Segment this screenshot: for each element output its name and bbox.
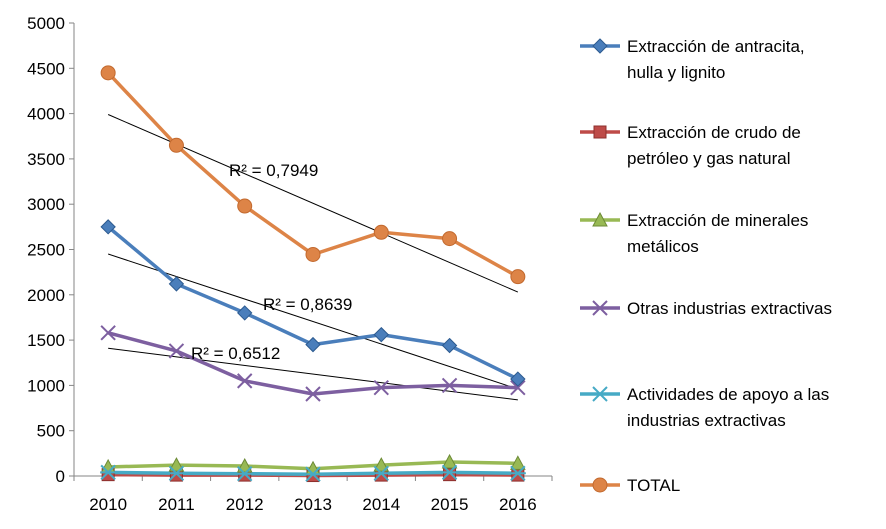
data-point xyxy=(511,468,525,482)
data-point xyxy=(373,326,389,343)
data-point xyxy=(168,276,185,292)
data-point xyxy=(442,231,458,247)
data-point xyxy=(237,305,253,321)
axes: 0 500 1000 1500 2000 2500 3000 3500 4000 4500 5000… xyxy=(27,14,553,514)
series-markers xyxy=(100,65,526,483)
trendline-labels: R² = 0,7949 R² = 0,8639 R² = 0,6512 xyxy=(191,161,352,363)
data-point xyxy=(373,379,389,396)
data-point xyxy=(510,371,526,387)
data-point xyxy=(441,337,458,354)
data-point xyxy=(236,466,253,482)
legend-label: metálicos xyxy=(627,237,699,256)
trendline xyxy=(108,347,518,401)
legend-swatch-marker xyxy=(592,300,608,316)
y-tick-label: 3000 xyxy=(27,195,65,214)
data-point xyxy=(168,457,185,472)
data-point xyxy=(441,464,458,481)
y-tick-label: 4500 xyxy=(27,59,65,78)
y-tick-label: 2000 xyxy=(27,286,65,305)
data-point xyxy=(510,455,526,470)
y-tick-label: 2500 xyxy=(27,241,65,260)
legend-label: petróleo y gas natural xyxy=(627,149,791,168)
data-point xyxy=(100,219,116,235)
y-tick-label: 500 xyxy=(37,422,65,441)
legend-swatch-marker xyxy=(592,38,608,54)
legend-label: Extracción de crudo de xyxy=(627,123,801,142)
y-tick-label: 0 xyxy=(56,467,65,486)
x-tick-label: 2012 xyxy=(226,495,264,514)
data-point xyxy=(373,457,390,472)
data-point xyxy=(168,465,185,481)
legend-swatch-marker xyxy=(593,125,607,139)
data-point xyxy=(100,65,116,81)
legend-swatch-marker xyxy=(592,386,608,402)
data-point xyxy=(373,224,389,240)
y-tick-label: 1500 xyxy=(27,331,65,350)
x-tick-label: 2013 xyxy=(294,495,332,514)
trendline xyxy=(107,114,519,293)
trendline-r2-label: R² = 0,7949 xyxy=(229,161,318,180)
data-point xyxy=(510,269,526,285)
data-point xyxy=(443,468,457,482)
x-tick-label: 2014 xyxy=(362,495,400,514)
data-point xyxy=(373,465,390,481)
legend-swatch-marker xyxy=(592,211,608,227)
x-tick-label: 2015 xyxy=(431,495,469,514)
data-point xyxy=(168,343,185,359)
legend-swatch-marker xyxy=(592,477,608,493)
data-point xyxy=(100,325,116,341)
legend-label: hulla y lignito xyxy=(627,63,725,82)
legend-label: Extracción de minerales xyxy=(627,211,808,230)
data-point xyxy=(237,198,253,214)
trendline-r2-label: R² = 0,6512 xyxy=(191,344,280,363)
y-tick-label: 4000 xyxy=(27,105,65,124)
trendline-r2-label: R² = 0,8639 xyxy=(263,295,352,314)
x-tick-label: 2011 xyxy=(158,495,195,514)
data-point xyxy=(305,336,321,353)
trendline xyxy=(107,253,519,390)
data-point xyxy=(509,465,526,481)
data-point xyxy=(168,137,184,153)
legend: Extracción de antracita, hulla y lignito E… xyxy=(580,37,832,495)
data-point xyxy=(510,379,526,396)
data-point xyxy=(236,457,253,473)
legend-label: TOTAL xyxy=(627,476,680,495)
x-tick-label: 2016 xyxy=(499,495,537,514)
x-tick-label: 2010 xyxy=(89,495,127,514)
data-point xyxy=(100,464,117,481)
legend-label: industrias extractivas xyxy=(627,411,786,430)
y-tick-label: 5000 xyxy=(27,14,65,33)
data-point xyxy=(305,386,321,402)
y-tick-label: 3500 xyxy=(27,150,65,169)
y-tick-label: 1000 xyxy=(27,376,65,395)
data-point xyxy=(441,453,458,469)
data-point xyxy=(237,373,253,389)
legend-label: Actividades de apoyo a las xyxy=(627,385,829,404)
legend-label: Extracción de antracita, xyxy=(627,37,805,56)
data-point xyxy=(305,466,321,482)
data-point xyxy=(441,377,458,394)
data-point xyxy=(305,246,321,262)
legend-label: Otras industrias extractivas xyxy=(627,299,832,318)
